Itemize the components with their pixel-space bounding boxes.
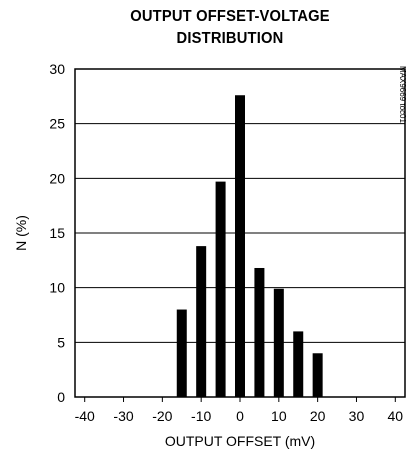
y-tick-label: 0	[57, 389, 65, 405]
bar-10mv	[273, 288, 284, 397]
y-tick-label: 15	[49, 225, 65, 241]
figure-code-watermark: MAX9669 toc01	[398, 66, 407, 123]
chart-title-line-2: DISTRIBUTION	[176, 30, 284, 47]
y-tick-label: 30	[49, 61, 65, 77]
bars	[176, 95, 323, 398]
y-tick-label: 20	[49, 170, 65, 186]
x-tick-label: 40	[388, 408, 404, 424]
x-tick-labels: -40 -30 -20 -10 0 10 20 30 40	[75, 397, 404, 424]
bar-15mv	[293, 331, 304, 397]
y-tick-label: 5	[57, 334, 65, 350]
chart-title: OUTPUT OFFSET-VOLTAGE DISTRIBUTION	[74, 6, 387, 50]
x-tick-label: 20	[310, 408, 326, 424]
bar--10mv	[196, 246, 207, 397]
x-axis-label: OUTPUT OFFSET (mV)	[165, 433, 315, 449]
x-tick-label: 0	[236, 408, 244, 424]
bar-20mv	[312, 353, 323, 397]
bar-0mv	[235, 95, 245, 398]
x-tick-label: -30	[113, 408, 133, 424]
x-tick-label: -40	[75, 408, 95, 424]
x-tick-label: 30	[349, 408, 365, 424]
x-tick-label: 10	[271, 408, 287, 424]
bar-5mv	[254, 267, 265, 397]
chart-title-line-1: OUTPUT OFFSET-VOLTAGE	[130, 8, 330, 25]
bar--15mv	[176, 309, 187, 397]
y-tick-label: 10	[49, 280, 65, 296]
x-tick-label: -10	[191, 408, 211, 424]
y-tick-labels: 0 5 10 15 20 25 30	[49, 61, 65, 405]
bar--5mv	[215, 181, 226, 397]
y-tick-label: 25	[49, 116, 65, 132]
y-axis-label: N (%)	[13, 215, 29, 251]
x-tick-label: -20	[152, 408, 172, 424]
